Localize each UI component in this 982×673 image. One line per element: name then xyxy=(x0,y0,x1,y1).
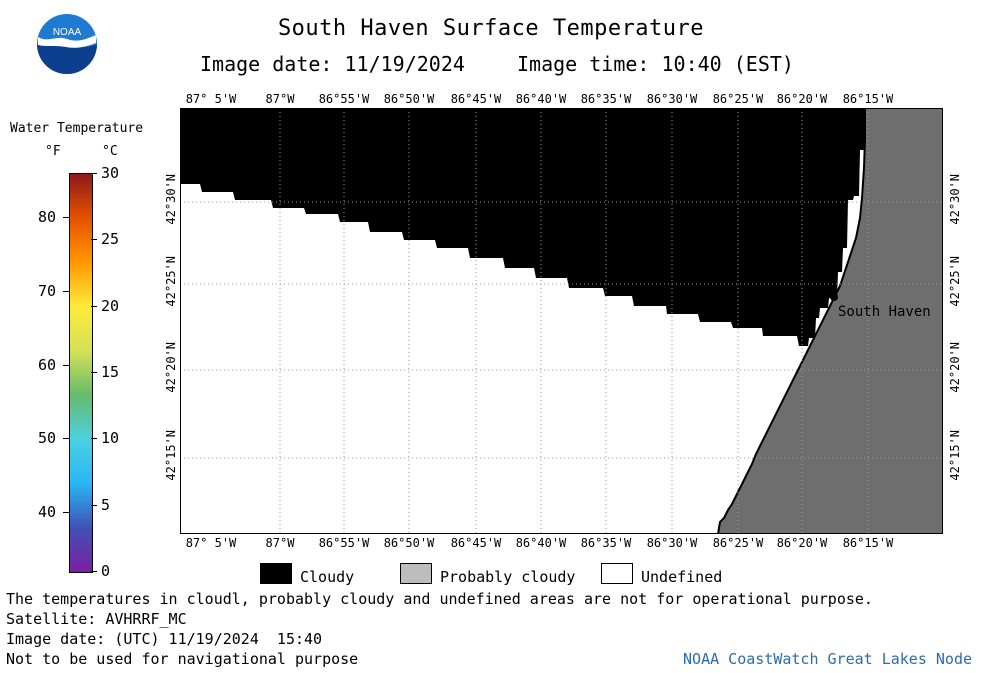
fahrenheit-tick: 80 xyxy=(38,208,57,227)
fahrenheit-tick: 60 xyxy=(38,355,57,374)
celsius-tick: 0 xyxy=(101,562,111,580)
unit-celsius: °C xyxy=(102,144,118,159)
fahrenheit-tick-mark xyxy=(63,364,69,366)
longitude-label: 86°30'W xyxy=(646,536,698,550)
unit-fahrenheit: °F xyxy=(45,144,61,159)
logo-text: NOAA xyxy=(53,27,82,38)
longitude-label: 86°15'W xyxy=(842,92,894,106)
longitude-label: 86°25'W xyxy=(712,92,764,106)
fahrenheit-tick-mark xyxy=(63,290,69,292)
latitude-label: 42°25'N xyxy=(948,256,962,307)
longitude-label: 87° 5'W xyxy=(185,536,237,550)
graticule xyxy=(180,108,943,534)
fahrenheit-tick-mark xyxy=(63,217,69,219)
key-undefined-label: Undefined xyxy=(641,568,723,586)
longitude-label: 86°35'W xyxy=(580,536,632,550)
celsius-tick-mark xyxy=(91,571,97,572)
page-title: South Haven Surface Temperature xyxy=(277,16,705,41)
south-haven-marker xyxy=(830,293,838,301)
longitude-label: 86°55'W xyxy=(318,92,370,106)
longitude-label: 86°40'W xyxy=(515,536,567,550)
image-time: Image time: 10:40 (EST) xyxy=(517,52,794,76)
color-scale-title: Water Temperature xyxy=(10,121,144,136)
coastline xyxy=(717,108,866,535)
fahrenheit-tick-mark xyxy=(63,512,69,514)
celsius-tick-mark xyxy=(91,173,97,174)
probably-cloudy-area xyxy=(718,108,943,534)
key-probably-cloudy-swatch xyxy=(400,563,432,584)
longitude-label: 87°W xyxy=(265,536,295,550)
longitude-label: 86°55'W xyxy=(318,536,370,550)
celsius-tick: 5 xyxy=(101,495,111,514)
celsius-tick: 25 xyxy=(101,230,120,249)
navigation-warning: Not to be used for navigational purpose xyxy=(6,650,359,668)
longitude-label: 86°25'W xyxy=(712,536,764,550)
place-label: South Haven xyxy=(838,304,931,320)
latitude-label: 42°15'N xyxy=(164,430,178,481)
celsius-tick-mark xyxy=(91,372,97,373)
celsius-tick: 20 xyxy=(101,296,120,315)
operational-note: The temperatures in cloudl, probably clo… xyxy=(6,590,873,608)
latitude-label: 42°20'N xyxy=(164,342,178,393)
longitude-label: 86°15'W xyxy=(842,536,894,550)
celsius-tick: 10 xyxy=(101,429,120,448)
satellite-info: Satellite: AVHRRF_MC xyxy=(6,610,187,628)
color-scale-bar xyxy=(69,173,93,573)
longitude-label: 86°35'W xyxy=(580,92,632,106)
latitude-label: 42°25'N xyxy=(164,256,178,307)
longitude-label: 87°W xyxy=(265,92,295,106)
fahrenheit-tick: 40 xyxy=(38,503,57,522)
longitude-label: 86°50'W xyxy=(383,92,435,106)
credit-text: NOAA CoastWatch Great Lakes Node xyxy=(683,650,972,668)
longitude-label: 86°45'W xyxy=(450,536,502,550)
longitude-label: 87° 5'W xyxy=(185,92,237,106)
celsius-tick-mark xyxy=(91,239,97,241)
sst-map: South Haven xyxy=(180,108,943,538)
image-date: Image date: 11/19/2024 xyxy=(200,52,465,76)
celsius-tick-mark xyxy=(91,438,97,440)
longitude-label: 86°50'W xyxy=(383,536,435,550)
fahrenheit-tick: 70 xyxy=(38,281,57,300)
utc-date: Image date: (UTC) 11/19/2024 15:40 xyxy=(6,630,323,648)
celsius-tick-mark xyxy=(91,305,97,307)
celsius-tick-mark xyxy=(91,504,97,506)
latitude-label: 42°30'N xyxy=(948,174,962,225)
longitude-label: 86°40'W xyxy=(515,92,567,106)
key-undefined-swatch xyxy=(601,563,633,584)
cloudy-area xyxy=(180,108,865,346)
celsius-tick: 30 xyxy=(101,164,120,182)
longitude-label: 86°20'W xyxy=(776,536,828,550)
latitude-label: 42°30'N xyxy=(164,174,178,225)
longitude-label: 86°30'W xyxy=(646,92,698,106)
longitude-label: 86°20'W xyxy=(776,92,828,106)
latitude-label: 42°20'N xyxy=(948,342,962,393)
longitude-label: 86°45'W xyxy=(450,92,502,106)
celsius-tick: 15 xyxy=(101,363,120,381)
key-cloudy-label: Cloudy xyxy=(300,568,355,586)
fahrenheit-tick-mark xyxy=(63,438,69,440)
fahrenheit-tick: 50 xyxy=(38,429,57,448)
latitude-label: 42°15'N xyxy=(948,430,962,481)
key-probably-cloudy-label: Probably cloudy xyxy=(440,568,576,586)
noaa-logo: NOAA xyxy=(36,13,98,75)
key-cloudy-swatch xyxy=(260,563,292,584)
